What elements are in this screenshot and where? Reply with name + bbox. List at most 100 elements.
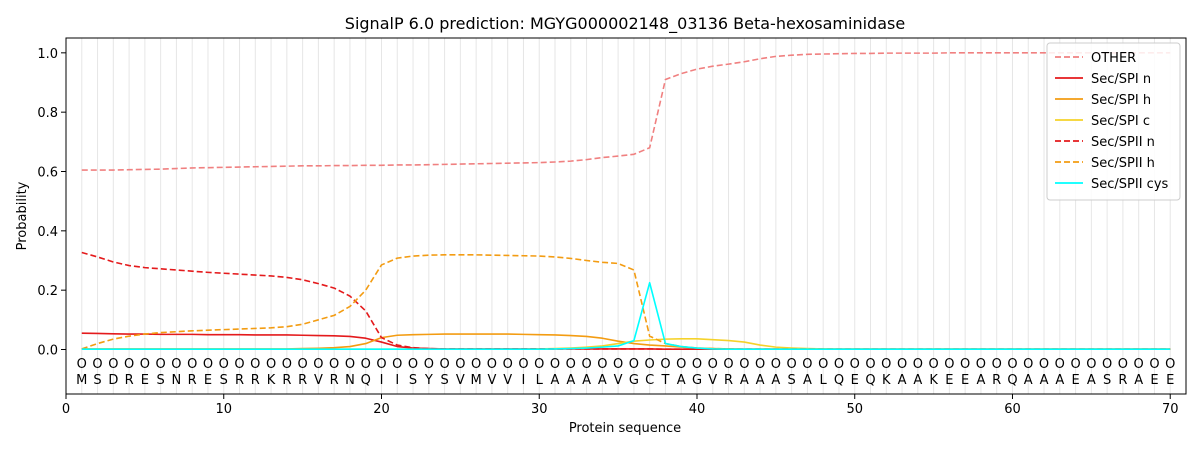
position-marker-3: O [108,357,118,372]
position-marker-20: O [376,357,386,372]
position-marker-53: O [897,357,907,372]
residue-label-19: Q [361,373,371,388]
residue-label-38: T [660,373,669,388]
position-marker-41: O [708,357,718,372]
residue-label-10: S [220,373,228,388]
residue-label-26: M [471,373,482,388]
position-marker-33: O [581,357,591,372]
position-marker-7: O [171,357,181,372]
residue-label-65: A [1087,373,1096,388]
residue-label-11: R [235,373,244,388]
position-marker-1: O [77,357,87,372]
y-tick-label-2: 0.4 [37,225,58,240]
position-marker-62: O [1039,357,1049,372]
residue-label-24: S [440,373,448,388]
position-marker-26: O [471,357,481,372]
position-marker-68: O [1134,357,1144,372]
position-marker-34: O [597,357,607,372]
x-tick-label-30: 30 [531,402,548,417]
residue-label-5: E [141,373,149,388]
residue-label-20: I [380,373,384,388]
residue-label-4: R [125,373,134,388]
y-tick-label-3: 0.6 [37,166,58,181]
residue-label-69: E [1150,373,1158,388]
residue-label-1: M [76,373,87,388]
residue-label-41: V [708,373,717,388]
position-marker-52: O [881,357,891,372]
position-marker-64: O [1070,357,1080,372]
plot-frame [65,37,1187,395]
residue-label-44: A [756,373,765,388]
position-marker-31: O [550,357,560,372]
residue-label-46: S [788,373,796,388]
series-line-sec-spii-cys [81,281,1171,351]
position-marker-60: O [1007,357,1017,372]
position-marker-15: O [298,357,308,372]
position-marker-70: O [1165,357,1175,372]
series-line-sec-spii-n [81,251,1171,351]
residue-label-68: A [1134,373,1143,388]
residue-label-14: R [282,373,291,388]
residue-label-17: R [330,373,339,388]
residue-label-56: E [945,373,953,388]
position-marker-56: O [944,357,954,372]
series-line-sec-spi-n [81,332,1171,351]
position-marker-57: O [960,357,970,372]
residue-label-18: N [345,373,355,388]
residue-label-70: E [1166,373,1174,388]
y-tick-label-0: 0.0 [37,344,58,359]
plot-area: OMOSODOROEOSONOROEOSOROROKOROROVORONOQOI… [37,37,1187,417]
y-tick-label-1: 0.2 [37,284,58,299]
position-marker-43: O [739,357,749,372]
residue-label-27: V [487,373,496,388]
position-marker-69: O [1149,357,1159,372]
series-line-other [81,52,1171,171]
position-marker-8: O [187,357,197,372]
residue-label-32: A [566,373,575,388]
position-marker-2: O [92,357,102,372]
position-marker-50: O [850,357,860,372]
x-tick-label-50: 50 [846,402,863,417]
position-marker-54: O [913,357,923,372]
residue-label-59: R [992,373,1001,388]
position-marker-10: O [219,357,229,372]
residue-label-15: R [298,373,307,388]
position-marker-38: O [660,357,670,372]
residue-label-49: Q [834,373,844,388]
x-tick-label-40: 40 [689,402,706,417]
position-marker-28: O [503,357,513,372]
position-marker-36: O [629,357,639,372]
residue-label-60: Q [1007,373,1017,388]
residue-label-28: V [503,373,512,388]
x-tick-label-10: 10 [215,402,232,417]
y-axis-label: Probability [15,181,30,250]
residue-label-57: E [961,373,969,388]
position-marker-61: O [1023,357,1033,372]
residue-label-23: Y [424,373,433,388]
legend-box [1046,42,1181,201]
position-marker-17: O [329,357,339,372]
residue-label-67: R [1118,373,1127,388]
residue-label-21: I [395,373,399,388]
residue-label-54: A [913,373,922,388]
residue-label-12: R [251,373,260,388]
position-marker-13: O [266,357,276,372]
position-marker-14: O [282,357,292,372]
residue-label-42: R [724,373,733,388]
residue-label-25: V [456,373,465,388]
residue-label-37: C [645,373,654,388]
position-marker-23: O [424,357,434,372]
residue-label-36: G [629,373,639,388]
residue-label-58: A [976,373,985,388]
position-marker-59: O [992,357,1002,372]
x-tick-label-70: 70 [1162,402,1179,417]
position-marker-40: O [692,357,702,372]
residue-label-30: L [536,373,544,388]
residue-label-43: A [740,373,749,388]
chart-title: SignalP 6.0 prediction: MGYG000002148_03… [345,14,905,34]
position-marker-42: O [723,357,733,372]
residue-label-34: A [598,373,607,388]
residue-label-39: A [677,373,686,388]
x-tick-label-60: 60 [1004,402,1021,417]
